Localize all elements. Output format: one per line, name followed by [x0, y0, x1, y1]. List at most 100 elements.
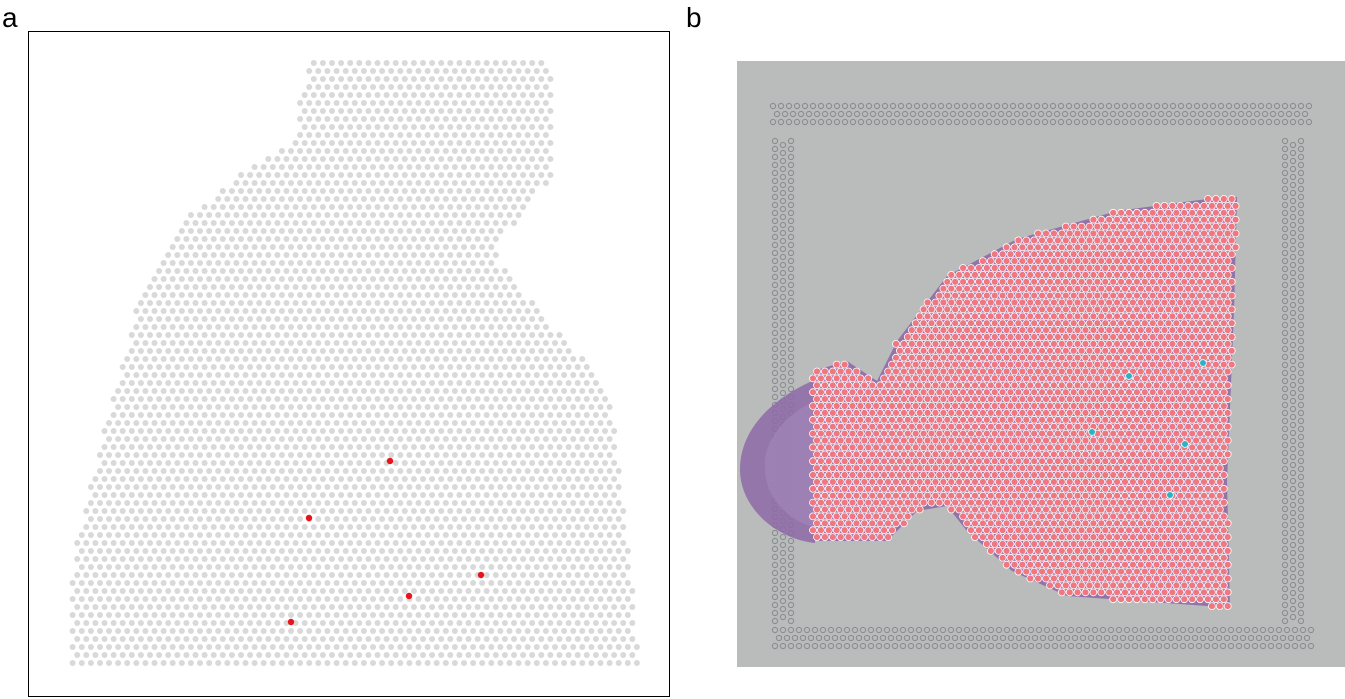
spot [1105, 243, 1114, 252]
spot [333, 164, 340, 170]
spot [374, 540, 381, 546]
spot [474, 188, 481, 194]
spot [347, 268, 354, 274]
spot [219, 508, 226, 514]
spot [483, 652, 490, 658]
fiducial-dot [1281, 553, 1289, 561]
spot [520, 588, 527, 594]
fiducial-dot [929, 118, 937, 126]
spot [92, 620, 99, 626]
spot [420, 572, 426, 578]
spot [183, 428, 190, 434]
spot [206, 452, 213, 458]
spot [260, 212, 267, 218]
spot [579, 532, 586, 538]
spot [379, 308, 386, 314]
spot [506, 68, 513, 74]
spot [319, 572, 326, 578]
spot [1105, 312, 1114, 321]
spot [228, 268, 235, 274]
spot [538, 380, 545, 386]
spot [333, 628, 340, 634]
spot [1136, 243, 1145, 252]
spot [333, 660, 340, 666]
spot [451, 612, 458, 618]
spot [406, 196, 413, 202]
spot [224, 484, 231, 490]
spot [392, 380, 399, 386]
spot [433, 292, 440, 298]
spot [347, 156, 354, 162]
spot [556, 460, 563, 466]
spot [1168, 298, 1177, 307]
fiducial-dot [1095, 634, 1103, 642]
fiducial-dot [1281, 545, 1289, 553]
spot [288, 212, 294, 218]
fiducial-dot [851, 626, 859, 634]
spot [265, 364, 272, 370]
spot [1113, 229, 1122, 238]
spot [397, 452, 404, 458]
spot [228, 204, 235, 210]
spot [447, 572, 454, 578]
fiducial-dot [771, 313, 779, 321]
spot [310, 620, 317, 626]
spot [388, 404, 395, 410]
spot [1010, 243, 1019, 252]
spot [338, 460, 345, 466]
spot [160, 532, 167, 538]
spot [297, 548, 304, 554]
spot [524, 564, 531, 570]
spot [78, 548, 85, 554]
spot [342, 660, 349, 666]
fiducial-dot [771, 241, 779, 249]
spot [379, 628, 386, 634]
spot [292, 652, 299, 658]
spot [470, 420, 477, 426]
spot [233, 244, 240, 250]
spot [206, 244, 213, 250]
spot [597, 436, 604, 442]
spot [256, 364, 263, 370]
fiducial-dot [1207, 634, 1215, 642]
fiducial-dot [1125, 110, 1133, 118]
spot [324, 372, 331, 378]
spot [379, 276, 386, 282]
spot [410, 92, 417, 98]
spot [1215, 201, 1224, 210]
fiducial-dot [881, 118, 889, 126]
spot [1140, 250, 1149, 259]
spot [429, 252, 436, 258]
spot [356, 300, 363, 306]
spot [479, 548, 486, 554]
spot [438, 460, 445, 466]
spot [1026, 312, 1035, 321]
spot [310, 140, 317, 146]
spot [228, 396, 235, 402]
spot [501, 76, 508, 82]
spot [242, 388, 249, 394]
spot [401, 300, 408, 306]
spot [292, 204, 299, 210]
spot [438, 156, 445, 162]
spot [520, 316, 527, 322]
spot [101, 652, 108, 658]
fiducial-dot [1147, 642, 1155, 650]
spot [1164, 305, 1173, 314]
spot [251, 340, 258, 346]
fiducial-dot [969, 118, 977, 126]
spot [351, 276, 358, 282]
spot [488, 356, 495, 362]
spot [470, 228, 477, 234]
spot [552, 404, 558, 410]
spot [520, 620, 527, 626]
spot [292, 604, 299, 610]
spot [397, 196, 404, 202]
spot [310, 60, 317, 66]
spot [283, 460, 290, 466]
spot [388, 420, 395, 426]
spot [410, 316, 417, 322]
spot [197, 276, 203, 282]
spot [433, 596, 440, 602]
spot [292, 508, 299, 514]
